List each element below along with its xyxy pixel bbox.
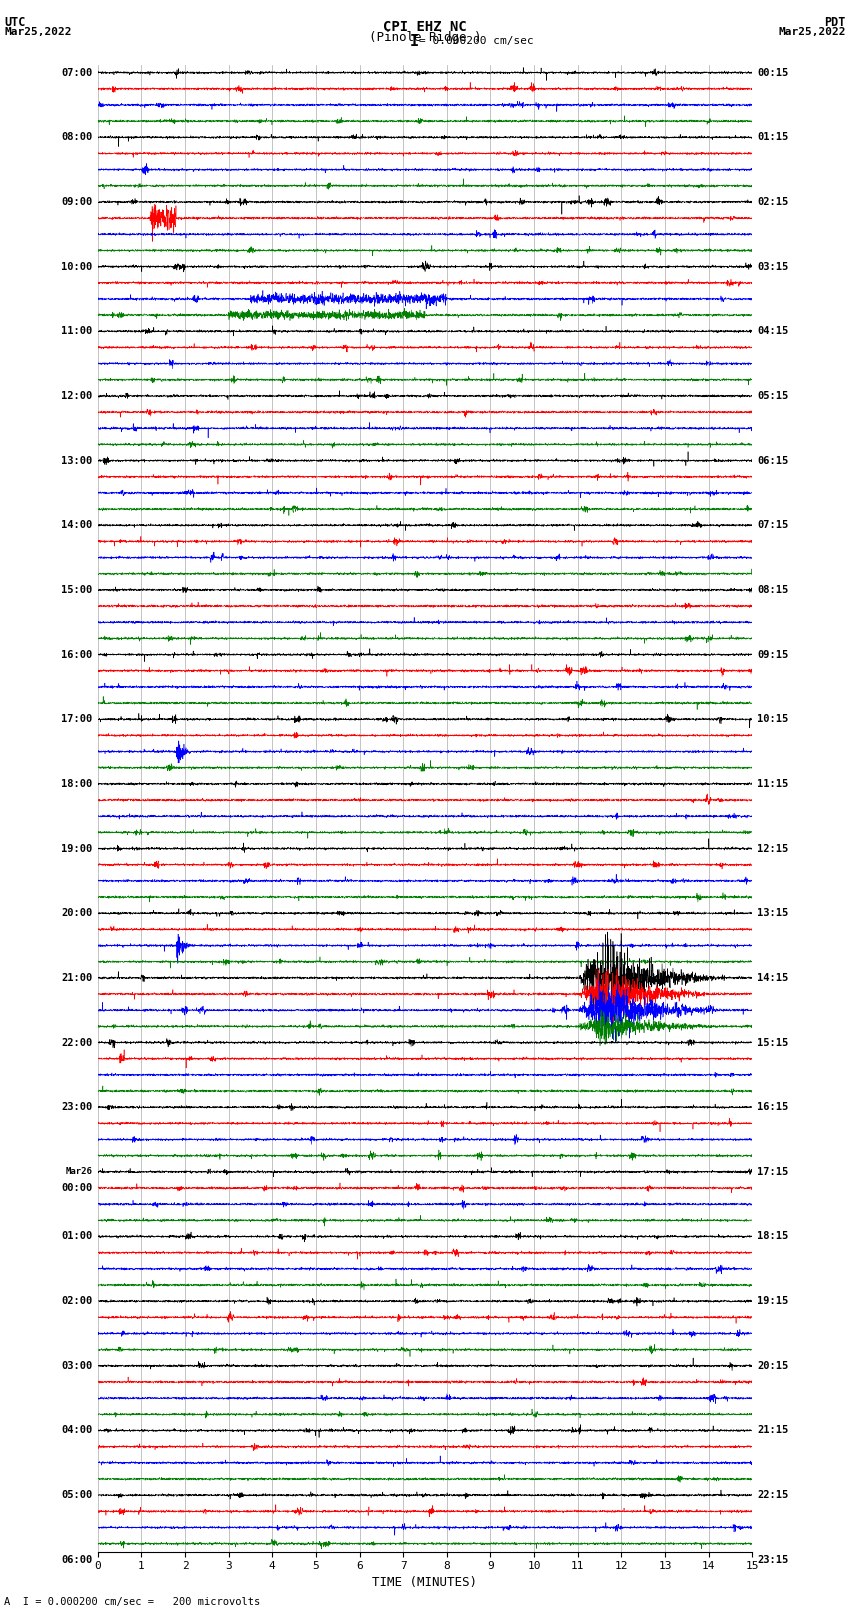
Text: 10:15: 10:15 [757, 715, 789, 724]
Text: = 0.000200 cm/sec: = 0.000200 cm/sec [419, 35, 534, 47]
Text: 05:15: 05:15 [757, 390, 789, 402]
Text: 18:15: 18:15 [757, 1231, 789, 1242]
Text: 13:15: 13:15 [757, 908, 789, 918]
Text: 14:15: 14:15 [757, 973, 789, 982]
Text: 16:15: 16:15 [757, 1102, 789, 1113]
Text: A  I = 0.000200 cm/sec =   200 microvolts: A I = 0.000200 cm/sec = 200 microvolts [4, 1597, 260, 1607]
Text: 10:00: 10:00 [61, 261, 93, 271]
Text: PDT: PDT [824, 16, 846, 29]
Text: Mar26: Mar26 [65, 1168, 93, 1176]
Text: 11:00: 11:00 [61, 326, 93, 336]
Text: 09:00: 09:00 [61, 197, 93, 206]
Text: 17:00: 17:00 [61, 715, 93, 724]
Text: 13:00: 13:00 [61, 455, 93, 466]
Text: 07:00: 07:00 [61, 68, 93, 77]
Text: 00:15: 00:15 [757, 68, 789, 77]
Text: 01:15: 01:15 [757, 132, 789, 142]
Text: 15:15: 15:15 [757, 1037, 789, 1047]
Text: 09:15: 09:15 [757, 650, 789, 660]
Text: 22:15: 22:15 [757, 1490, 789, 1500]
Text: 21:15: 21:15 [757, 1426, 789, 1436]
Text: Mar25,2022: Mar25,2022 [4, 27, 71, 37]
Text: 23:00: 23:00 [61, 1102, 93, 1113]
Text: 04:15: 04:15 [757, 326, 789, 336]
Text: 15:00: 15:00 [61, 586, 93, 595]
Text: 08:00: 08:00 [61, 132, 93, 142]
Text: 22:00: 22:00 [61, 1037, 93, 1047]
Text: 14:00: 14:00 [61, 521, 93, 531]
Text: 03:00: 03:00 [61, 1361, 93, 1371]
Text: 02:00: 02:00 [61, 1297, 93, 1307]
X-axis label: TIME (MINUTES): TIME (MINUTES) [372, 1576, 478, 1589]
Text: 02:15: 02:15 [757, 197, 789, 206]
Text: (Pinole Ridge ): (Pinole Ridge ) [369, 31, 481, 44]
Text: 16:00: 16:00 [61, 650, 93, 660]
Text: 06:00: 06:00 [61, 1555, 93, 1565]
Text: 23:15: 23:15 [757, 1555, 789, 1565]
Text: 06:15: 06:15 [757, 455, 789, 466]
Text: 18:00: 18:00 [61, 779, 93, 789]
Text: CPI EHZ NC: CPI EHZ NC [383, 19, 467, 34]
Text: 20:00: 20:00 [61, 908, 93, 918]
Text: 01:00: 01:00 [61, 1231, 93, 1242]
Text: 00:00: 00:00 [61, 1182, 93, 1194]
Text: 17:15: 17:15 [757, 1166, 789, 1177]
Text: 08:15: 08:15 [757, 586, 789, 595]
Text: 04:00: 04:00 [61, 1426, 93, 1436]
Text: 12:00: 12:00 [61, 390, 93, 402]
Text: UTC: UTC [4, 16, 26, 29]
Text: 19:00: 19:00 [61, 844, 93, 853]
Text: 05:00: 05:00 [61, 1490, 93, 1500]
Text: 11:15: 11:15 [757, 779, 789, 789]
Text: Mar25,2022: Mar25,2022 [779, 27, 846, 37]
Text: 03:15: 03:15 [757, 261, 789, 271]
Text: 20:15: 20:15 [757, 1361, 789, 1371]
Text: 12:15: 12:15 [757, 844, 789, 853]
Text: 21:00: 21:00 [61, 973, 93, 982]
Text: 07:15: 07:15 [757, 521, 789, 531]
Text: I: I [410, 34, 418, 48]
Text: 19:15: 19:15 [757, 1297, 789, 1307]
